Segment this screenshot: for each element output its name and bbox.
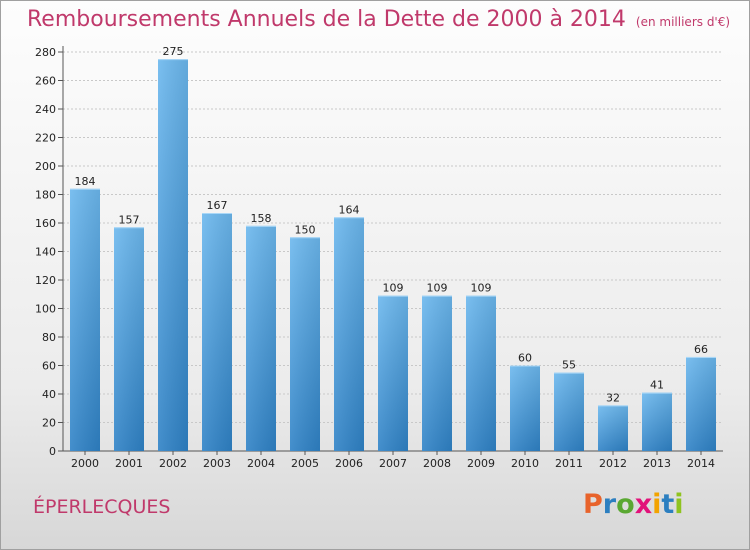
x-tick-label: 2009	[467, 457, 495, 470]
x-tick-label: 2014	[687, 457, 715, 470]
y-tick-label: 240	[35, 103, 56, 116]
y-tick-label: 220	[35, 132, 56, 145]
bars	[70, 59, 716, 452]
x-tick-label: 2007	[379, 457, 407, 470]
bar-shade	[466, 295, 496, 451]
bar-value-label: 157	[119, 213, 140, 226]
y-tick-label: 180	[35, 189, 56, 202]
bar-shade	[202, 213, 232, 451]
y-tick-label: 60	[42, 360, 56, 373]
bar-value-label: 109	[427, 282, 448, 295]
bar-value-label: 164	[339, 203, 360, 216]
bar-shade	[598, 405, 628, 451]
bar-shade	[334, 217, 364, 451]
logo-letter: r	[602, 489, 617, 520]
x-tick-label: 2010	[511, 457, 539, 470]
x-tick-label: 2011	[555, 457, 583, 470]
logo-letter: i	[652, 489, 662, 520]
bar-shade	[422, 295, 452, 451]
bar-shade	[290, 237, 320, 451]
x-tick-label: 2005	[291, 457, 319, 470]
bar-shade	[158, 59, 188, 451]
x-tick-label: 2002	[159, 457, 187, 470]
chart-title: Remboursements Annuels de la Dette de 20…	[27, 7, 730, 32]
bar-value-label: 109	[383, 282, 404, 295]
bar-shade	[70, 188, 100, 452]
bar-shade	[246, 225, 276, 451]
y-tick-label: 20	[42, 417, 56, 430]
y-tick-label: 0	[49, 445, 56, 458]
bar-value-label: 55	[562, 359, 576, 372]
x-tick-label: 2006	[335, 457, 363, 470]
x-tick-label: 2013	[643, 457, 671, 470]
bar-shade	[642, 392, 672, 451]
y-tick-label: 100	[35, 303, 56, 316]
y-tick-label: 280	[35, 46, 56, 59]
bar-value-label: 150	[295, 223, 316, 236]
x-tick-label: 2000	[71, 457, 99, 470]
x-tick-label: 2008	[423, 457, 451, 470]
bar-shade	[686, 356, 716, 451]
y-tick-label: 260	[35, 75, 56, 88]
logo-letter: P	[583, 489, 603, 520]
commune-name: ÉPERLECQUES	[33, 496, 171, 518]
y-tick-label: 200	[35, 160, 56, 173]
y-tick-label: 40	[42, 388, 56, 401]
y-tick-label: 80	[42, 331, 56, 344]
logo-letter: t	[661, 489, 675, 520]
bar-value-label: 60	[518, 352, 532, 365]
logo-letter: o	[616, 489, 635, 520]
bar-value-label: 109	[471, 282, 492, 295]
x-tick-label: 2004	[247, 457, 275, 470]
x-tick-label: 2003	[203, 457, 231, 470]
proxiti-logo: Proxiti	[583, 489, 684, 520]
labels: 0 20 40 60 80 100 120 140 160 180 200 220 240 260 280 1…	[35, 45, 715, 470]
bar-value-label: 167	[207, 199, 228, 212]
y-tick-label: 120	[35, 274, 56, 287]
chart-unit: (en milliers d'€)	[635, 15, 731, 29]
bar-value-label: 184	[75, 175, 96, 188]
logo-letter: x	[634, 489, 653, 520]
bar-value-label: 41	[650, 379, 664, 392]
x-tick-label: 2012	[599, 457, 627, 470]
bar-value-label: 32	[606, 391, 620, 404]
y-tick-label: 160	[35, 217, 56, 230]
bar-shade	[554, 372, 584, 451]
bar-value-label: 66	[694, 343, 708, 356]
bar-shade	[510, 365, 540, 451]
bar-value-label: 158	[251, 212, 272, 225]
chart-title-text: Remboursements Annuels de la Dette de 20…	[27, 7, 626, 32]
y-tick-label: 140	[35, 246, 56, 259]
bar-value-label: 275	[163, 45, 184, 58]
bar-shade	[378, 295, 408, 451]
x-tick-label: 2001	[115, 457, 143, 470]
bar-shade	[114, 227, 144, 451]
logo-letter: i	[674, 489, 684, 520]
